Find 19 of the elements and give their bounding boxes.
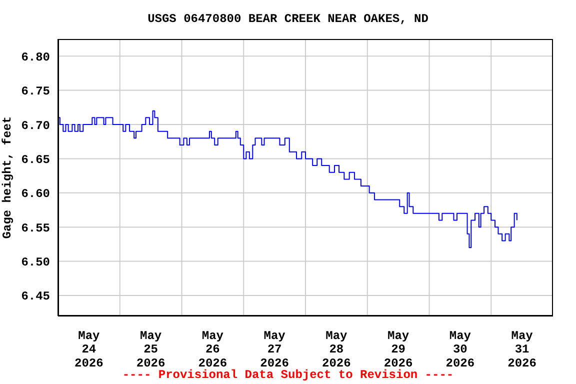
x-tick-label: May 31 2026 xyxy=(508,328,536,370)
x-tick-label: May 27 2026 xyxy=(260,328,289,370)
x-tick-label: May 30 2026 xyxy=(446,328,475,370)
y-tick-label: 6.65 xyxy=(21,152,50,167)
x-tick-label: May 26 2026 xyxy=(198,328,228,370)
text: ---- Provisional Data Subject to Revision ---- xyxy=(122,368,454,382)
x-tick-label: May 29 2026 xyxy=(384,328,413,370)
y-tick-label: 6.70 xyxy=(21,118,50,133)
y-tick-label: 6.55 xyxy=(21,221,50,236)
y-tick-label: 6.45 xyxy=(21,290,50,304)
y-tick-label: 6.60 xyxy=(21,187,50,202)
y-axis-title: Gage height, feet xyxy=(0,116,14,239)
y-tick-label: 6.75 xyxy=(21,84,50,99)
x-tick-label: May 28 2026 xyxy=(322,328,351,370)
x-tick-label: May 25 2026 xyxy=(136,328,166,370)
x-tick-label: May 24 2026 xyxy=(74,328,104,370)
chart-title: USGS 06470800 BEAR CREEK NEAR OAKES, ND xyxy=(146,12,430,26)
y-tick-label: 6.80 xyxy=(21,50,50,64)
y-tick-label: 6.50 xyxy=(21,256,50,270)
